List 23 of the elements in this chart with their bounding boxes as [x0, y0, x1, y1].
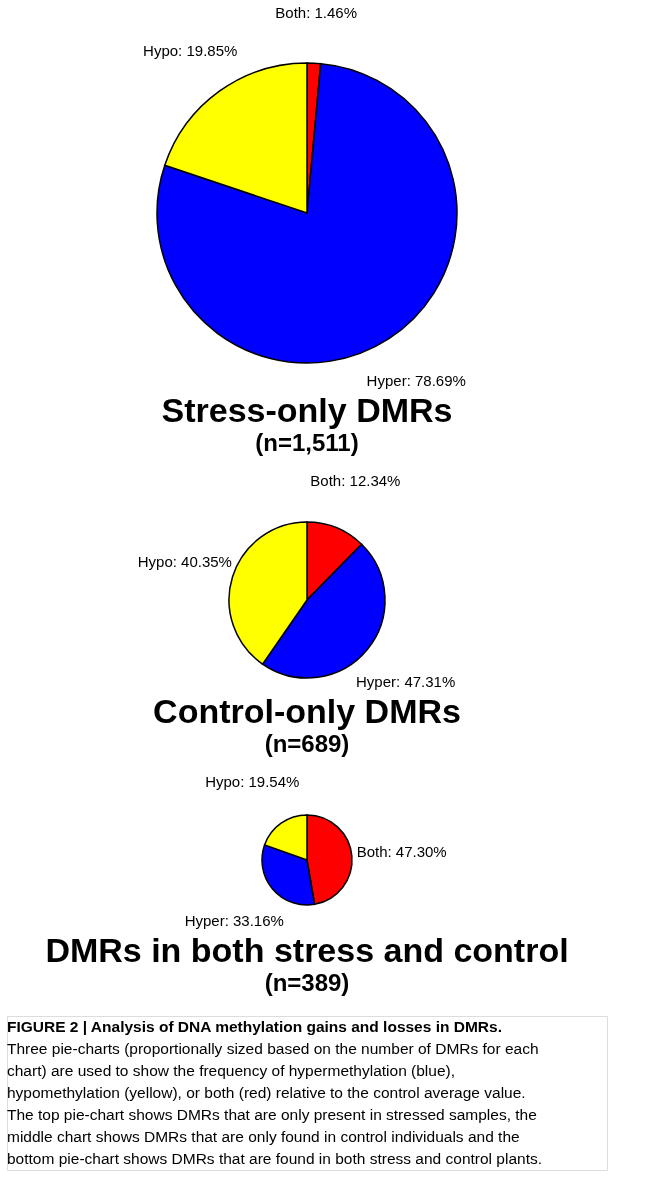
- slice-label: Both: 12.34%: [310, 472, 401, 490]
- pie-slice: [156, 62, 458, 364]
- slice-label: Both: 1.46%: [275, 4, 358, 22]
- text: DMRs in both stress and control: [45, 931, 569, 970]
- text: Control-only DMRs: [153, 691, 461, 730]
- slice-label: Hyper: 78.69%: [366, 371, 466, 389]
- text: (n=1,511): [255, 428, 359, 456]
- text: Three pie-charts (proportionally sized based on the number of DMRs for each: [7, 1040, 539, 1057]
- slice-label: Hypo: 40.35%: [137, 552, 232, 570]
- text: middle chart shows DMRs that are only found in control individuals and the: [7, 1128, 520, 1145]
- caption: FIGURE 2 | Analysis of DNA methylation gains and losses in DMRs.: [7, 1018, 502, 1035]
- text: chart) are used to show the frequency of hypermethylation (blue),: [7, 1062, 456, 1079]
- text: hypomethylation (yellow), or both (red) relative to the control average value.: [7, 1084, 526, 1101]
- slice-label: Hyper: 47.31%: [356, 672, 456, 690]
- slice-label: Hyper: 33.16%: [184, 912, 284, 930]
- slice-label: Hypo: 19.54%: [205, 773, 300, 791]
- text: bottom pie-chart shows DMRs that are found in both stress and control plants.: [7, 1150, 543, 1167]
- slice-label: Both: 47.30%: [356, 842, 447, 860]
- text: The top pie-chart shows DMRs that are only present in stressed samples, the: [7, 1106, 537, 1123]
- text: Stress-only DMRs: [161, 390, 453, 429]
- slice-label: Hypo: 19.85%: [143, 41, 238, 59]
- text: (n=389): [264, 969, 350, 997]
- text: (n=689): [264, 729, 350, 757]
